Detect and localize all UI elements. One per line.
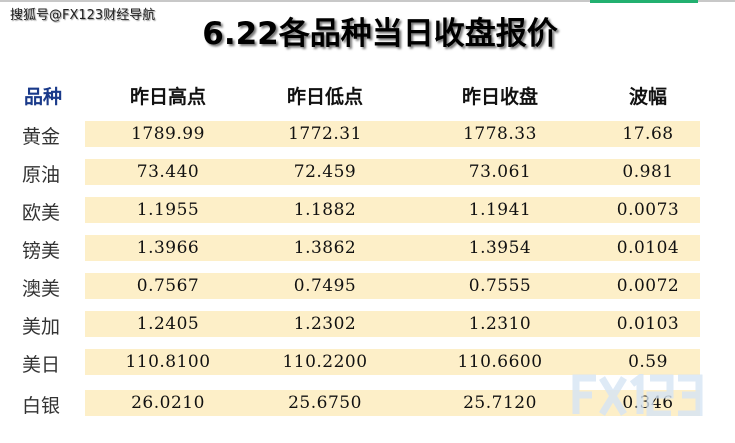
- column-header: 昨日高点: [129, 86, 207, 108]
- cell-high: 1.2405: [136, 314, 200, 334]
- cell-range: 0.981: [622, 162, 674, 182]
- row-background: [85, 311, 700, 337]
- column-header: 昨日低点: [286, 86, 364, 108]
- row-background: [85, 390, 700, 416]
- cell-low: 1.1882: [293, 200, 357, 220]
- instrument-name: 原油: [22, 164, 61, 186]
- instrument-name: 黄金: [22, 126, 61, 148]
- cell-close: 1.3954: [468, 238, 532, 258]
- instrument-name: 白银: [22, 395, 61, 417]
- instrument-name: 美日: [22, 354, 61, 376]
- cell-high: 110.8100: [125, 352, 211, 372]
- cell-range: 0.0104: [616, 238, 680, 258]
- instrument-name: 欧美: [22, 202, 61, 224]
- cell-low: 110.2200: [282, 352, 368, 372]
- cell-close: 25.7120: [463, 393, 537, 413]
- column-header: 波幅: [628, 86, 668, 108]
- cell-low: 1.2302: [293, 314, 357, 334]
- instrument-name: 澳美: [22, 278, 61, 300]
- cell-close: 1.1941: [468, 200, 532, 220]
- row-background: [85, 197, 700, 223]
- instrument-name: 美加: [22, 316, 61, 338]
- cell-range: 0.0072: [616, 276, 680, 296]
- top-border: [0, 0, 735, 2]
- cell-close: 110.6600: [457, 352, 543, 372]
- cell-low: 1.3862: [293, 238, 357, 258]
- cell-close: 1778.33: [463, 124, 537, 144]
- cell-high: 1.1955: [136, 200, 200, 220]
- cell-high: 1789.99: [131, 124, 205, 144]
- row-background: [85, 121, 700, 147]
- cell-low: 0.7495: [293, 276, 357, 296]
- cell-close: 0.7555: [468, 276, 532, 296]
- page-title: 6.22各品种当日收盘报价: [202, 16, 558, 52]
- cell-range: 17.68: [622, 124, 674, 144]
- column-header: 品种: [23, 86, 63, 108]
- cell-high: 1.3966: [136, 238, 200, 258]
- column-header: 昨日收盘: [461, 86, 539, 108]
- row-background: [85, 349, 700, 375]
- row-background: [85, 273, 700, 299]
- cell-high: 26.0210: [131, 393, 205, 413]
- instrument-name: 镑美: [22, 240, 61, 262]
- cell-close: 1.2310: [468, 314, 532, 334]
- cell-low: 25.6750: [288, 393, 362, 413]
- active-tab-indicator: [590, 0, 698, 3]
- fx123-logo-watermark: [572, 374, 703, 416]
- cell-low: 1772.31: [288, 124, 362, 144]
- cell-range: 0.0073: [616, 200, 680, 220]
- row-background: [85, 235, 700, 261]
- source-watermark: 搜狐号@FX123财经导航: [10, 8, 156, 23]
- cell-high: 73.440: [136, 162, 200, 182]
- cell-close: 73.061: [468, 162, 532, 182]
- row-background: [85, 159, 700, 185]
- cell-high: 0.7567: [136, 276, 200, 296]
- cell-range: 0.0103: [616, 314, 680, 334]
- cell-range: 0.59: [628, 352, 668, 372]
- cell-low: 72.459: [293, 162, 357, 182]
